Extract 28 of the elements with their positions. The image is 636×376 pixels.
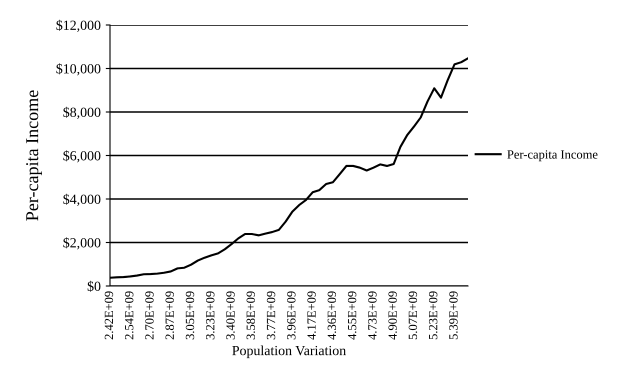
x-axis-title: Population Variation — [232, 345, 346, 358]
y-tick-label: $4,000 — [63, 194, 100, 206]
x-tick-label: 4.55E+09 — [348, 291, 356, 340]
x-tick-label: 3.40E+09 — [226, 291, 235, 340]
x-tick-label: 4.36E+09 — [328, 291, 336, 340]
y-tick-label: $6,000 — [63, 150, 100, 162]
x-tick-label: 2.42E+09 — [104, 291, 114, 340]
x-tick-label: 5.23E+09 — [428, 291, 438, 340]
x-tick-label: 3.05E+09 — [186, 291, 194, 340]
y-tick-label: $8,000 — [63, 106, 100, 119]
y-tick-label: $12,000 — [56, 20, 100, 32]
x-tick-label: 5.07E+09 — [408, 291, 418, 340]
x-tick-label: 3.77E+09 — [266, 291, 276, 340]
x-tick-label: 2.54E+09 — [124, 291, 134, 340]
y-tick-label: $10,000 — [56, 63, 100, 76]
x-tick-label: 2.87E+09 — [165, 291, 174, 340]
legend-label: Per-capita Income — [507, 150, 598, 162]
y-tick-label: $2,000 — [63, 237, 100, 250]
y-axis-title: Per-capita Income — [26, 90, 42, 221]
x-tick-label: 3.23E+09 — [206, 291, 215, 340]
x-tick-label: 2.70E+09 — [145, 291, 154, 340]
y-tick-label: $0 — [88, 280, 100, 292]
x-tick-label: 3.58E+09 — [246, 291, 256, 340]
x-tick-label: 4.73E+09 — [368, 291, 377, 340]
x-tick-label: 5.39E+09 — [449, 291, 458, 340]
x-tick-label: 4.90E+09 — [388, 291, 397, 340]
x-tick-label: 4.17E+09 — [307, 291, 316, 340]
x-tick-label: 3.96E+09 — [287, 291, 296, 340]
